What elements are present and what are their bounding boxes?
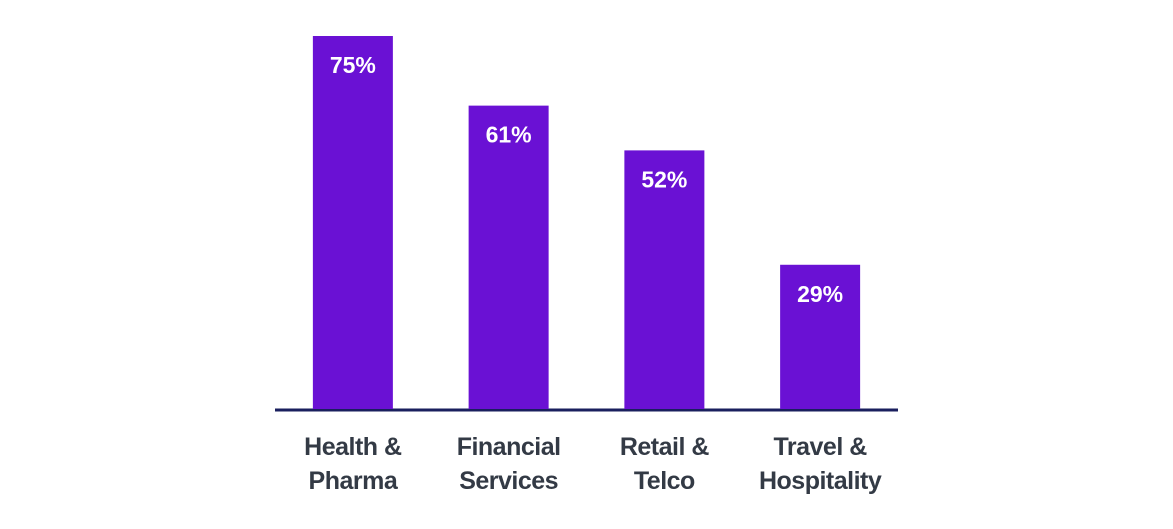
x-tick-label: Retail & Telco [619,433,710,495]
bar [468,105,549,410]
value-label: 61% [486,122,532,148]
value-label: 75% [330,52,376,78]
x-tick-label: Travel & Hospitality [758,433,882,495]
bar [780,264,861,409]
bar [312,36,393,409]
x-tick-label: Health & Pharma [304,433,402,495]
bar [624,150,705,410]
x-tick-label: Financial Services [456,433,561,495]
value-label: 29% [797,281,843,307]
value-label: 52% [641,166,687,192]
